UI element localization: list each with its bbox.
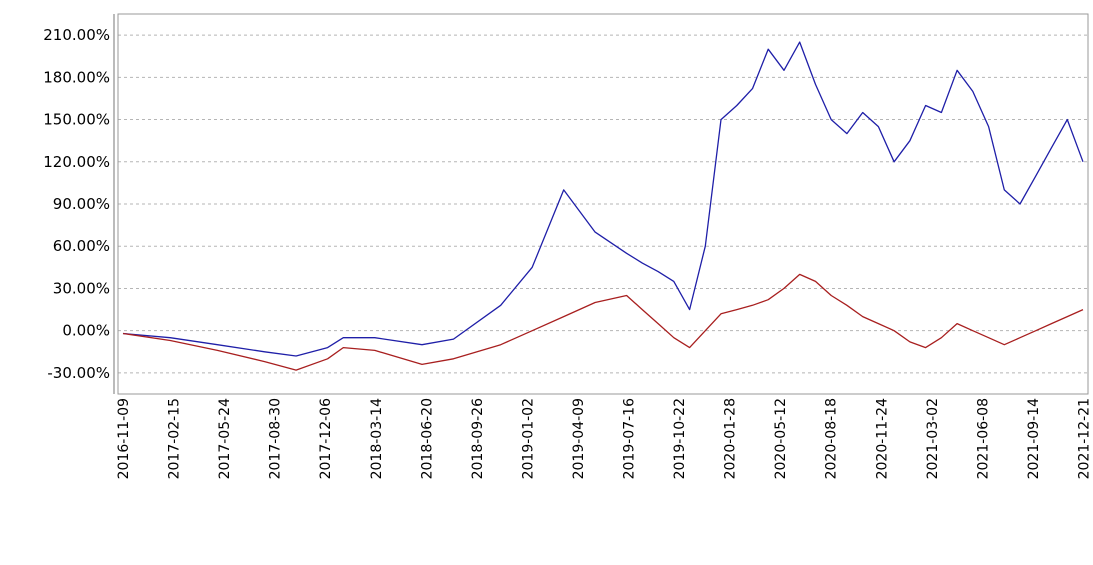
series-lines (122, 41, 1084, 371)
series-line-2 (122, 273, 1084, 371)
x-tick-label: 2018-03-14 (369, 398, 385, 479)
x-tick-label: 2017-05-24 (217, 398, 233, 479)
plot-area-border (117, 13, 1089, 395)
x-tick-label: 2017-12-06 (318, 398, 334, 479)
x-tick-label: 2021-12-21 (1077, 398, 1093, 479)
x-tick-label: 2020-01-28 (723, 398, 739, 479)
x-tick-label: 2018-06-20 (419, 398, 435, 479)
x-tick-label: 2020-08-18 (824, 398, 840, 479)
series-line-1 (122, 41, 1084, 357)
x-tick-label: 2019-01-02 (520, 398, 536, 479)
y-tick-label: 60.00% (53, 237, 110, 255)
y-tick-label: 180.00% (43, 68, 110, 86)
x-axis-tick-labels: 2016-11-09 2017-02-15 2017-05-24 2017-08-30… (116, 398, 1093, 479)
x-tick-label: 2017-08-30 (268, 398, 284, 479)
y-tick-label: 90.00% (53, 195, 110, 213)
x-tick-label: 2016-11-09 (116, 398, 132, 479)
x-tick-label: 2018-09-26 (470, 398, 486, 479)
y-tick-label: 210.00% (43, 26, 110, 44)
y-tick-label: 30.00% (53, 279, 110, 297)
x-tick-label: 2020-05-12 (773, 398, 789, 479)
x-tick-label: 2020-11-24 (874, 398, 890, 479)
y-axis-tick-labels: 210.00% 180.00% 150.00% 120.00% 90.00% 60.00%… (43, 26, 110, 382)
x-tick-label: 2019-07-16 (622, 398, 638, 479)
y-tick-label: 150.00% (43, 111, 110, 129)
x-tick-label: 2019-04-09 (571, 398, 587, 479)
x-tick-label: 2017-02-15 (167, 398, 183, 479)
y-tick-label: 120.00% (43, 153, 110, 171)
y-tick-label: -30.00% (47, 364, 110, 382)
y-tick-label: 0.00% (62, 322, 110, 340)
x-tick-label: 2021-03-02 (925, 398, 941, 479)
x-tick-label: 2021-09-14 (1026, 398, 1042, 479)
x-tick-label: 2019-10-22 (672, 398, 688, 479)
x-tick-label: 2021-06-08 (975, 398, 991, 479)
